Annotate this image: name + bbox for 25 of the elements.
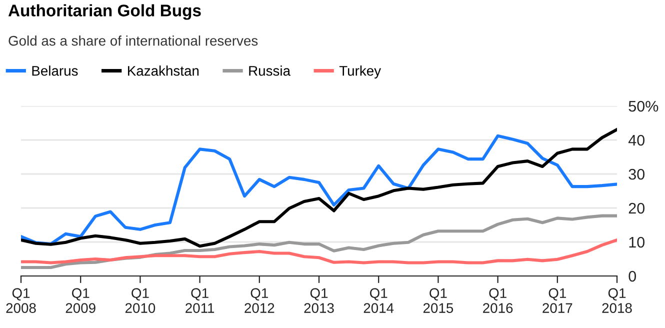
- chart-title: Authoritarian Gold Bugs: [8, 4, 201, 20]
- x-tick-label: Q1 2018: [602, 288, 632, 313]
- x-tick-label: Q1 2017: [542, 288, 572, 313]
- y-tick-label: 10: [629, 236, 645, 248]
- x-tick-label: Q1 2012: [244, 288, 274, 313]
- x-tick-label: Q1 2016: [483, 288, 513, 313]
- x-tick-label: Q1 2014: [364, 288, 394, 313]
- legend-label: Belarus: [32, 66, 78, 76]
- y-tick-label: 0: [628, 270, 636, 282]
- legend-label: Russia: [249, 66, 291, 76]
- x-tick-label: Q1 2011: [186, 288, 214, 313]
- chart-subtitle: Gold as a share of international reserves: [8, 36, 258, 46]
- y-tick-label: 30: [628, 168, 645, 180]
- legend-label: Kazakhstan: [128, 66, 199, 76]
- y-tick-label: 50%: [628, 100, 658, 112]
- line-series: [21, 238, 617, 264]
- y-tick-label: 20: [628, 202, 645, 214]
- x-tick-label: Q1 2010: [125, 288, 156, 313]
- x-tick-label: Q1 2008: [6, 288, 36, 313]
- x-tick-label: Q1 2015: [423, 288, 454, 313]
- x-tick-label: Q1 2009: [66, 288, 96, 313]
- x-tick-label: Q1 2013: [304, 288, 334, 313]
- line-series: [21, 214, 617, 270]
- legend-label: Turkey: [339, 66, 382, 79]
- y-tick-label: 40: [628, 134, 645, 146]
